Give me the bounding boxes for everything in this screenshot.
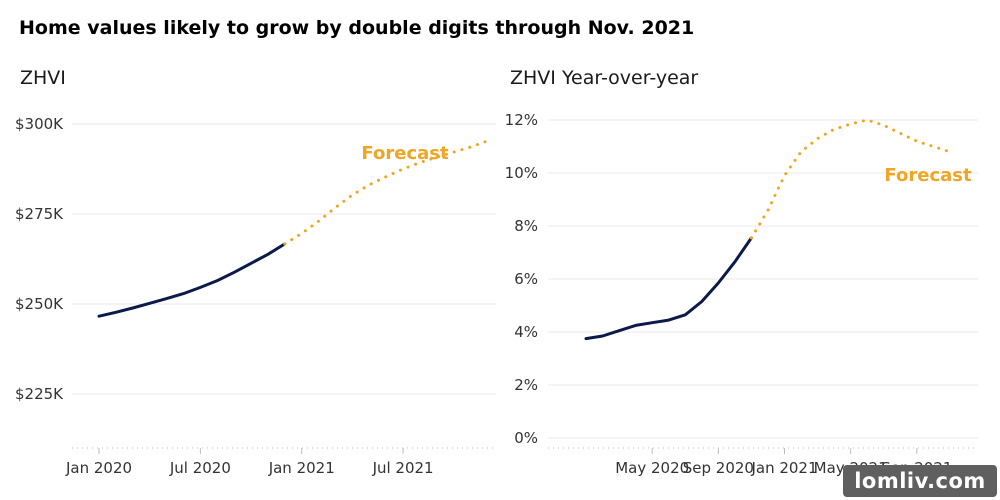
forecast-series-line bbox=[283, 139, 490, 246]
watermark-badge: lomliv.com bbox=[843, 465, 997, 497]
actual-series-line bbox=[584, 236, 753, 341]
x-tick-label: Jul 2021 bbox=[372, 459, 434, 477]
forecast-label: Forecast bbox=[361, 143, 449, 164]
panel-title: ZHVI Year-over-year bbox=[510, 67, 698, 89]
zhvi-panel: ZHVI $225K $250K $275K $300K Jan 2020 Jul 2020… bbox=[15, 67, 496, 477]
y-tick-label: $225K bbox=[15, 385, 64, 403]
watermark-text: lomliv.com bbox=[854, 469, 986, 493]
y-tick-label: 12% bbox=[505, 111, 538, 129]
forecast-label: Forecast bbox=[884, 165, 972, 186]
y-tick-label: $300K bbox=[15, 115, 64, 133]
x-tick-label: Jan 2020 bbox=[65, 459, 132, 477]
y-tick-label: 6% bbox=[514, 270, 538, 288]
x-tick-label: Jan 2021 bbox=[750, 459, 817, 477]
x-tick-label: Sep 2020 bbox=[683, 459, 754, 477]
actual-series-line bbox=[97, 242, 287, 318]
zhvi-yoy-panel: ZHVI Year-over-year 0% 2% 4% 6% 8% 10% 12% May 2… bbox=[505, 67, 978, 477]
chart-title: Home values likely to grow by double dig… bbox=[19, 17, 695, 39]
forecast-series-line bbox=[749, 118, 952, 240]
x-tick-label: Jan 2021 bbox=[268, 459, 335, 477]
y-tick-label: 8% bbox=[514, 217, 538, 235]
y-tick-label: $250K bbox=[15, 295, 64, 313]
x-tick-label: May 2020 bbox=[615, 459, 689, 477]
y-tick-label: 4% bbox=[514, 323, 538, 341]
y-tick-label: $275K bbox=[15, 205, 64, 223]
y-tick-label: 2% bbox=[514, 376, 538, 394]
x-tick-label: Jul 2020 bbox=[169, 459, 231, 477]
y-tick-label: 0% bbox=[514, 429, 538, 447]
y-tick-label: 10% bbox=[505, 164, 538, 182]
panel-title: ZHVI bbox=[20, 67, 66, 89]
